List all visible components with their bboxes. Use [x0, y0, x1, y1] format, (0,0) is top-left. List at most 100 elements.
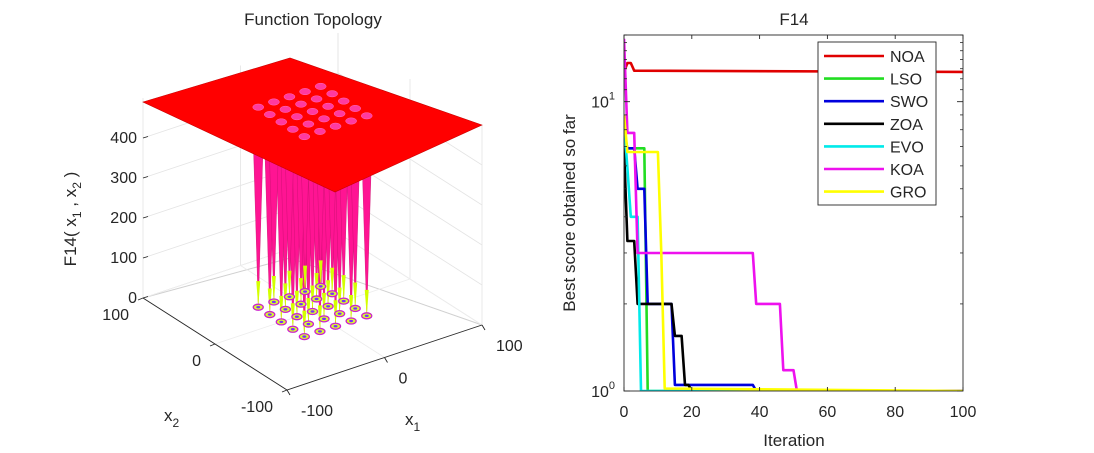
x2-tick: [209, 343, 216, 347]
floor-contour-core: [290, 328, 295, 331]
plateau-hole: [306, 108, 319, 115]
floor-contour-core: [314, 297, 319, 301]
iteration-tick-label: 40: [751, 404, 769, 421]
floor-contour-core: [267, 313, 272, 316]
x1-tick: [481, 324, 486, 331]
plateau-hole: [333, 110, 346, 118]
floor-contours: [252, 282, 373, 341]
plateau-hole: [291, 113, 303, 121]
score-axis-label: Best score obtained so far: [560, 114, 579, 312]
z-tick: [142, 176, 149, 179]
legend-label-gro: GRO: [890, 185, 926, 202]
well-tip: [271, 275, 276, 302]
z-tick-label: 100: [110, 250, 137, 267]
score-tick-exponent: 1: [609, 91, 615, 103]
well-tip: [353, 282, 358, 309]
plateau-hole: [299, 88, 311, 96]
plateau-hole: [298, 133, 311, 141]
plot-frame: [623, 34, 964, 392]
convergence-title: F14: [779, 10, 808, 29]
floor-contour-core: [271, 300, 276, 304]
iteration-tick-label: 0: [620, 404, 629, 421]
floor-contour-core: [337, 312, 342, 315]
z-label-sub2: 2: [70, 182, 84, 189]
convergence-plot: F14 0 20 40 60 80 100 100 101 Iteration Best s…: [560, 10, 976, 450]
series-line-evo: [624, 122, 963, 391]
well-tip: [330, 267, 335, 294]
legend-label-swo: SWO: [890, 94, 928, 111]
z-tick-label: 300: [110, 170, 137, 187]
x1-tick-label: 100: [496, 338, 523, 355]
x1-tick-label: -100: [301, 403, 333, 420]
z-axis: 0 100 200 300 400: [110, 130, 149, 307]
x1-axis: -100 0 100: [286, 324, 523, 420]
well-tip: [318, 260, 323, 287]
floor-contour-core: [298, 302, 303, 306]
x2-tick-label: -100: [241, 399, 273, 416]
legend-label-lso: LSO: [890, 72, 922, 89]
floor-contour-core: [256, 305, 261, 309]
x1-tick: [384, 357, 388, 363]
iteration-axis: 0 20 40 60 80 100: [620, 35, 977, 421]
plateau-hole: [345, 117, 357, 125]
floor-contour-core: [317, 330, 322, 333]
iteration-axis-label: Iteration: [763, 431, 824, 450]
series-line-zoa: [624, 148, 963, 391]
x1-axis-label: x1: [405, 410, 421, 434]
floor-contour-core: [302, 335, 307, 338]
plateau-hole: [279, 105, 292, 113]
plateau-holes: [252, 82, 373, 141]
z-tick: [142, 296, 149, 299]
x2-tick: [281, 389, 288, 393]
floor-contour-core: [318, 285, 323, 288]
series-lines: [624, 38, 963, 391]
well-tip: [287, 270, 292, 297]
x1-label-sub: 1: [414, 420, 421, 434]
floor-contour-core: [279, 320, 284, 324]
plateau-hole: [360, 112, 373, 120]
series-line-koa: [624, 38, 963, 391]
plateau-hole: [287, 125, 299, 133]
well-tip: [364, 289, 369, 316]
floor-contour-core: [349, 319, 354, 323]
iteration-tick-label: 60: [819, 404, 837, 421]
floor-contour-core: [287, 295, 292, 298]
x2-axis-label: x2: [164, 406, 180, 430]
score-tick-label: 100: [591, 380, 615, 401]
plateau-hole: [329, 122, 342, 130]
z-tick: [142, 216, 149, 219]
plateau-hole: [264, 111, 276, 118]
legend-label-zoa: ZOA: [890, 117, 923, 134]
floor-contour-core: [333, 325, 338, 328]
floor-contour-core: [303, 290, 308, 293]
iteration-tick-label: 20: [683, 404, 701, 421]
x1-tick-label: 0: [399, 371, 408, 388]
plateau-hole: [314, 127, 326, 135]
iteration-tick-label: 100: [950, 404, 977, 421]
x2-label-sub: 2: [173, 416, 180, 430]
plateau-hole: [322, 102, 334, 110]
x1-tick: [286, 389, 291, 396]
plateau-hole: [314, 82, 327, 90]
floor-contour-core: [294, 315, 299, 318]
x2-tick-label: 0: [192, 353, 201, 370]
legend: NOA LSO SWO ZOA EVO KOA GRO: [817, 41, 937, 206]
plateau-hole: [349, 105, 361, 112]
floor-contour-core: [341, 299, 346, 303]
floor-contour-core: [322, 317, 327, 321]
score-tick-label: 101: [591, 91, 615, 112]
iteration-tick-label: 80: [886, 404, 904, 421]
legend-label-noa: NOA: [890, 49, 925, 66]
plateau-hole: [318, 115, 330, 123]
z-label-mid: , x: [61, 188, 80, 211]
z-tick: [142, 136, 149, 139]
legend-label-evo: EVO: [890, 139, 924, 156]
legend-label-koa: KOA: [890, 162, 924, 179]
plateau-hole: [337, 97, 350, 105]
floor-contour-core: [330, 292, 335, 295]
z-label-end: ): [61, 172, 80, 182]
floor-gridline: [337, 232, 483, 326]
floor-contour-core: [326, 305, 331, 308]
floor-contour-core: [364, 314, 369, 318]
